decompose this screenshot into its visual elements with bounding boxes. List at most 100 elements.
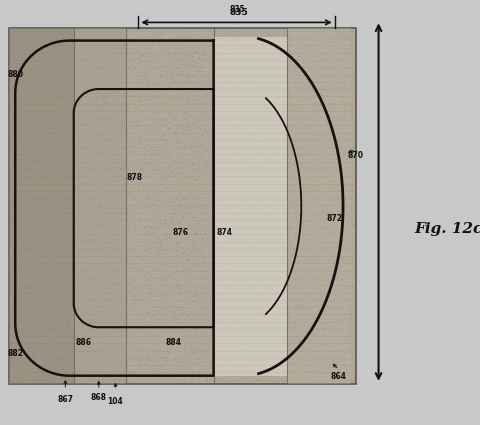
Point xyxy=(340,163,348,170)
Point xyxy=(179,371,186,378)
Point xyxy=(76,378,84,385)
Point xyxy=(344,371,352,377)
Point xyxy=(321,224,328,231)
Point xyxy=(56,286,64,293)
Point xyxy=(305,288,313,295)
Point xyxy=(244,221,252,227)
Point xyxy=(186,175,193,182)
Point xyxy=(225,247,232,254)
Point xyxy=(259,179,266,186)
Point xyxy=(103,234,111,241)
Point xyxy=(125,308,132,314)
Point xyxy=(192,294,199,300)
Point xyxy=(63,85,71,91)
Point xyxy=(103,246,111,252)
Point xyxy=(242,274,250,280)
Point xyxy=(188,105,196,111)
Point xyxy=(48,223,56,230)
Point xyxy=(48,105,56,112)
Point xyxy=(5,247,13,254)
Point xyxy=(228,183,235,190)
Point xyxy=(252,194,260,201)
Point xyxy=(130,197,138,204)
Point xyxy=(125,48,133,55)
Point xyxy=(166,335,173,342)
Point xyxy=(90,146,97,153)
Point xyxy=(182,307,190,314)
Point xyxy=(190,313,197,320)
Point xyxy=(335,246,342,253)
Point xyxy=(265,360,273,366)
Point xyxy=(76,83,84,90)
Point xyxy=(126,339,134,346)
Point xyxy=(334,188,341,195)
Point xyxy=(172,48,180,55)
Point xyxy=(256,60,264,67)
Point xyxy=(98,39,106,45)
Point xyxy=(324,334,331,341)
Point xyxy=(88,270,96,277)
Point xyxy=(267,269,275,276)
Point xyxy=(51,151,59,158)
Point xyxy=(11,216,19,223)
Point xyxy=(287,285,295,292)
Point xyxy=(101,190,108,196)
Point xyxy=(134,307,142,314)
Point xyxy=(306,309,313,316)
Point xyxy=(157,353,165,360)
Point xyxy=(132,241,140,248)
Point xyxy=(332,29,340,36)
Point xyxy=(6,177,14,184)
Point xyxy=(280,35,288,42)
Point xyxy=(280,172,288,179)
Point xyxy=(311,57,319,64)
Point xyxy=(265,293,273,300)
Point xyxy=(288,142,296,148)
Point xyxy=(6,232,13,239)
Point xyxy=(315,219,323,226)
Point xyxy=(151,135,159,142)
Point xyxy=(310,34,318,41)
Point xyxy=(66,28,74,35)
Point xyxy=(56,218,64,225)
Point xyxy=(223,32,231,39)
Point xyxy=(80,340,87,347)
Point xyxy=(152,94,160,100)
Point xyxy=(105,114,113,121)
Point xyxy=(280,327,288,334)
Point xyxy=(311,272,319,279)
Point xyxy=(185,222,193,229)
Point xyxy=(81,352,88,359)
Point xyxy=(336,124,343,131)
Point xyxy=(298,230,306,236)
Point xyxy=(296,380,303,387)
Point xyxy=(169,121,177,128)
Point xyxy=(204,108,212,115)
Point xyxy=(342,106,349,113)
Point xyxy=(59,273,67,280)
Point xyxy=(102,296,110,303)
Point xyxy=(238,150,245,157)
Point xyxy=(53,181,61,188)
Point xyxy=(16,274,24,281)
Point xyxy=(292,33,300,40)
Point xyxy=(11,361,19,368)
Point xyxy=(250,81,257,88)
Point xyxy=(276,112,283,119)
Point xyxy=(87,238,95,244)
Point xyxy=(78,61,86,68)
Point xyxy=(53,64,61,71)
Point xyxy=(78,105,85,112)
Point xyxy=(177,235,185,241)
Point xyxy=(178,192,185,199)
Point xyxy=(289,334,297,340)
Point xyxy=(48,279,56,286)
Point xyxy=(67,78,74,85)
Point xyxy=(82,26,90,33)
Point xyxy=(274,282,281,289)
Point xyxy=(118,346,125,353)
Point xyxy=(146,328,154,334)
Point xyxy=(180,62,187,68)
Point xyxy=(268,56,276,62)
Point xyxy=(32,328,40,335)
